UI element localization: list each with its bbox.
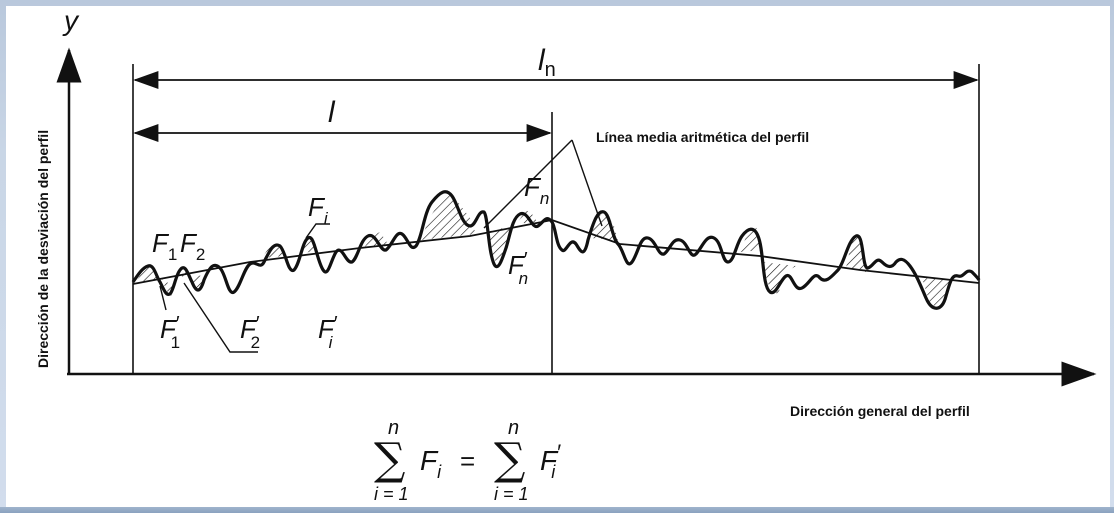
formula-left-sum: ∑ — [374, 434, 405, 485]
area-f — [762, 262, 796, 294]
formula-right-upper: n — [508, 417, 519, 439]
area-g — [846, 234, 866, 272]
area-equality-formula: n ∑ i = 1 Fi = n ∑ i = 1 F′ i — [374, 417, 561, 504]
formula-right-sum: ∑ — [494, 434, 525, 485]
area-f1 — [136, 265, 162, 282]
label-f2: F2 — [180, 228, 205, 264]
formula-right-term: F′ i — [540, 440, 561, 482]
mean-line-leader-2 — [571, 139, 603, 227]
formula-right-lower: i = 1 — [494, 484, 529, 504]
figure-sheet — [6, 6, 1110, 507]
axes — [56, 47, 1097, 387]
evaluation-length-label: ln — [538, 44, 556, 81]
formula-left-upper: n — [388, 417, 399, 439]
area-fn-prime — [486, 226, 512, 266]
label-f2-prime: F′ 2 — [240, 313, 260, 352]
y-axis-symbol: y — [62, 5, 80, 36]
leader-lines — [159, 139, 603, 353]
label-f1-prime: F′ 1 — [160, 313, 180, 352]
area-h — [922, 278, 952, 308]
label-fn: Fn — [524, 172, 549, 208]
formula-equals: = — [460, 446, 475, 476]
formula-left-lower: i = 1 — [374, 484, 409, 504]
label-f1: F1 — [152, 228, 177, 264]
length-boundaries — [132, 64, 980, 374]
x-axis-label: Dirección general del perfil — [790, 403, 970, 419]
formula-left-term: Fi — [420, 445, 442, 482]
label-fi: Fi — [308, 192, 329, 228]
mean-line-leader-1 — [483, 139, 573, 229]
label-fn-prime: F′ n — [508, 249, 528, 288]
mean-line-label: Línea media aritmética del perfil — [596, 129, 809, 145]
fi-leader — [305, 223, 330, 239]
sampling-length-label: l — [328, 96, 336, 129]
area-c — [420, 192, 476, 240]
hatched-areas — [136, 192, 952, 308]
f2-prime-leader — [183, 282, 258, 353]
y-axis-label: Dirección de la desviación del perfil — [35, 130, 51, 368]
f1-prime-leader — [159, 285, 167, 311]
roughness-profile — [131, 190, 981, 310]
label-fi-prime: F′ i — [318, 313, 338, 352]
